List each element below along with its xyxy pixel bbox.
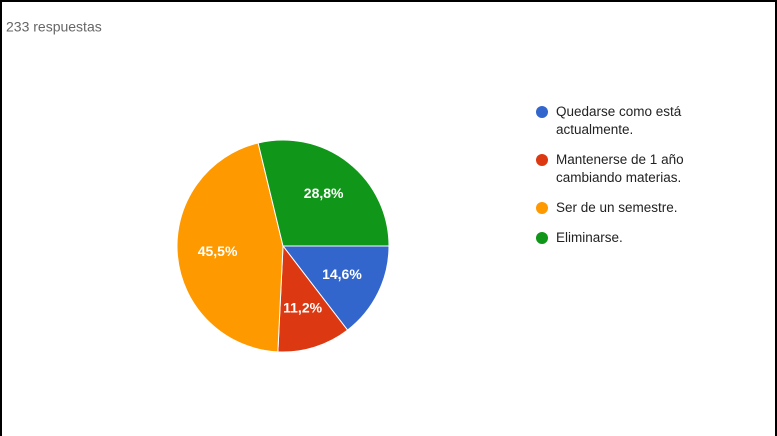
pie-slice <box>277 244 349 353</box>
pie-slice <box>257 139 390 247</box>
slice-label: 11,2% <box>283 299 322 315</box>
pie-slice <box>281 245 390 331</box>
legend-swatch <box>536 106 548 118</box>
legend-swatch <box>536 202 548 214</box>
legend-label: Mantenerse de 1 año cambiando materias. <box>556 152 684 185</box>
legend-label: Ser de un semestre. <box>556 200 678 215</box>
subtitle: 233 respuestas <box>6 19 102 35</box>
legend-swatch <box>536 154 548 166</box>
slice-label: 28,8% <box>304 185 344 201</box>
pie-slice <box>176 142 284 353</box>
legend-item: Quedarse como está actualmente. <box>534 103 749 139</box>
legend: Quedarse como está actualmente. Manteners… <box>534 103 749 259</box>
legend-label: Quedarse como está actualmente. <box>556 104 682 137</box>
legend-swatch <box>536 232 548 244</box>
legend-item: Eliminarse. <box>534 229 749 247</box>
legend-item: Ser de un semestre. <box>534 199 749 217</box>
legend-item: Mantenerse de 1 año cambiando materias. <box>534 151 749 187</box>
slice-label: 45,5% <box>198 243 238 259</box>
legend-label: Eliminarse. <box>556 230 623 245</box>
slice-label: 14,6% <box>322 266 362 282</box>
